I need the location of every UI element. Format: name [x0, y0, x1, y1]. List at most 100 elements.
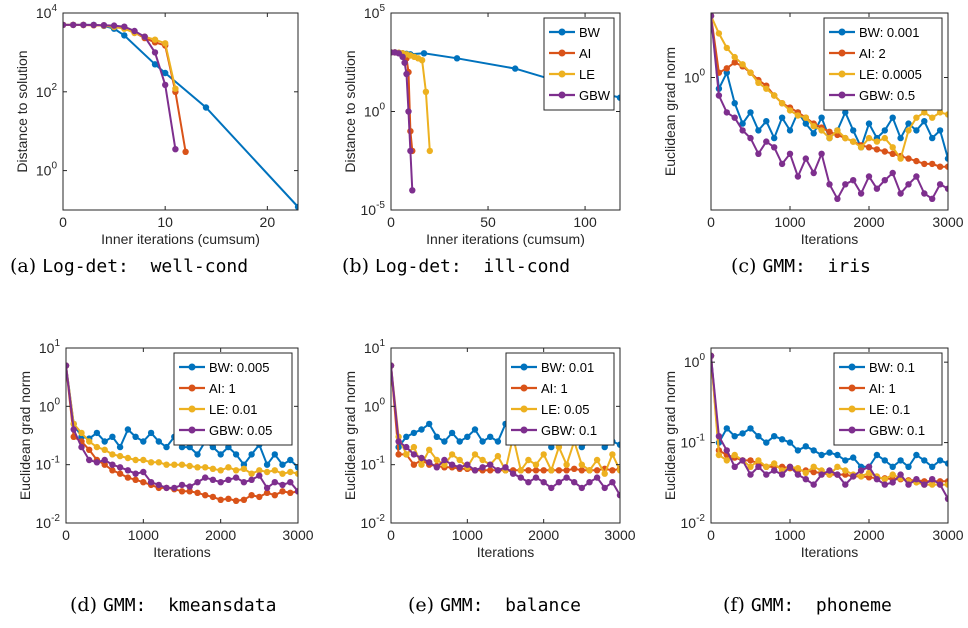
data-point: [124, 474, 132, 481]
data-point: [794, 465, 802, 472]
data-point: [140, 456, 147, 464]
data-point: [294, 203, 298, 210]
data-point: [857, 473, 865, 480]
data-point: [944, 155, 948, 162]
data-point: [711, 352, 715, 359]
x-tick-label: 2000: [853, 527, 884, 543]
data-point: [263, 484, 271, 492]
data-point: [834, 451, 841, 459]
data-point: [80, 21, 87, 29]
legend-marker: [188, 363, 196, 371]
y-tick-label: 10-2: [681, 513, 706, 531]
subfigure-caption: (e) GMM: balance: [408, 594, 581, 616]
legend-marker: [848, 426, 856, 434]
data-point: [802, 120, 809, 127]
x-axis-label: Inner iterations (cumsum): [426, 231, 585, 247]
data-point: [548, 484, 555, 492]
data-point: [786, 439, 794, 446]
legend-marker: [188, 384, 196, 392]
y-tick-label: 100: [684, 352, 706, 370]
data-point: [140, 468, 147, 476]
y-tick-label: 101: [364, 338, 386, 356]
data-point: [100, 22, 108, 29]
data-point: [202, 104, 210, 111]
data-point: [121, 23, 128, 30]
data-point: [240, 496, 248, 503]
data-point: [116, 452, 124, 460]
data-point: [616, 467, 620, 474]
chart-panel-2: 0 50 100 10-5 100 105 Inner iterations (cumsum…: [342, 3, 621, 277]
x-tick-label: 0: [707, 527, 715, 543]
data-point: [409, 187, 416, 194]
data-point: [609, 451, 616, 458]
data-point: [889, 479, 896, 486]
data-point: [786, 127, 794, 134]
data-point: [913, 451, 920, 459]
data-point: [921, 190, 928, 197]
data-point: [131, 27, 138, 35]
data-point: [601, 484, 608, 492]
legend-marker: [558, 49, 566, 57]
data-point: [70, 21, 77, 29]
data-point: [755, 463, 762, 470]
data-point: [929, 114, 936, 121]
data-point: [124, 454, 132, 462]
legend-label: GBW: [579, 88, 611, 103]
data-point: [944, 495, 948, 502]
data-point: [739, 457, 746, 464]
data-point: [921, 109, 928, 116]
data-point: [525, 479, 532, 486]
data-point: [739, 127, 746, 134]
legend-label: LE: 0.01: [209, 402, 257, 417]
legend-marker: [558, 28, 566, 36]
data-point: [217, 467, 224, 474]
data-point: [826, 181, 833, 188]
data-point: [471, 451, 479, 458]
data-point: [93, 459, 101, 466]
data-point: [256, 493, 263, 501]
data-point: [287, 479, 294, 486]
legend-marker: [558, 70, 566, 78]
data-point: [723, 425, 730, 432]
data-point: [163, 461, 170, 468]
data-point: [151, 49, 159, 56]
legend: BW: 0.1 AI: 1 LE: 0.1 GBW: 0.1: [833, 352, 943, 446]
data-point: [936, 109, 944, 116]
data-point: [755, 79, 762, 87]
data-point: [889, 144, 896, 151]
data-point: [403, 443, 410, 451]
x-tick-label: 0: [387, 527, 395, 543]
subfigure-caption: (b) Log-det: ill-cond: [342, 255, 570, 277]
data-point: [433, 464, 440, 471]
data-point: [403, 70, 410, 78]
data-point: [810, 481, 817, 488]
data-point: [209, 493, 217, 501]
y-tick-label: 102: [36, 82, 58, 100]
data-point: [715, 433, 723, 440]
data-point: [936, 181, 944, 188]
data-point: [147, 429, 155, 437]
data-point: [850, 177, 857, 184]
data-point: [86, 446, 93, 453]
data-point: [763, 463, 770, 470]
series-group: [63, 21, 298, 210]
data-point: [140, 479, 147, 486]
legend-label: AI: 2: [859, 46, 886, 61]
data-point: [881, 457, 888, 464]
legend-marker: [558, 91, 566, 99]
x-axis-label: Iterations: [801, 544, 859, 560]
x-tick-label: 0: [707, 214, 715, 230]
data-point: [857, 467, 865, 474]
data-point: [755, 457, 762, 464]
data-point: [78, 429, 85, 437]
data-point: [731, 53, 738, 61]
data-point: [63, 21, 67, 29]
data-point: [747, 109, 754, 116]
data-point: [881, 177, 888, 184]
data-point: [271, 451, 278, 458]
data-point: [747, 457, 754, 464]
data-point: [889, 471, 896, 478]
data-point: [420, 50, 428, 57]
x-axis-label: Iterations: [801, 231, 859, 247]
data-point: [110, 22, 118, 29]
